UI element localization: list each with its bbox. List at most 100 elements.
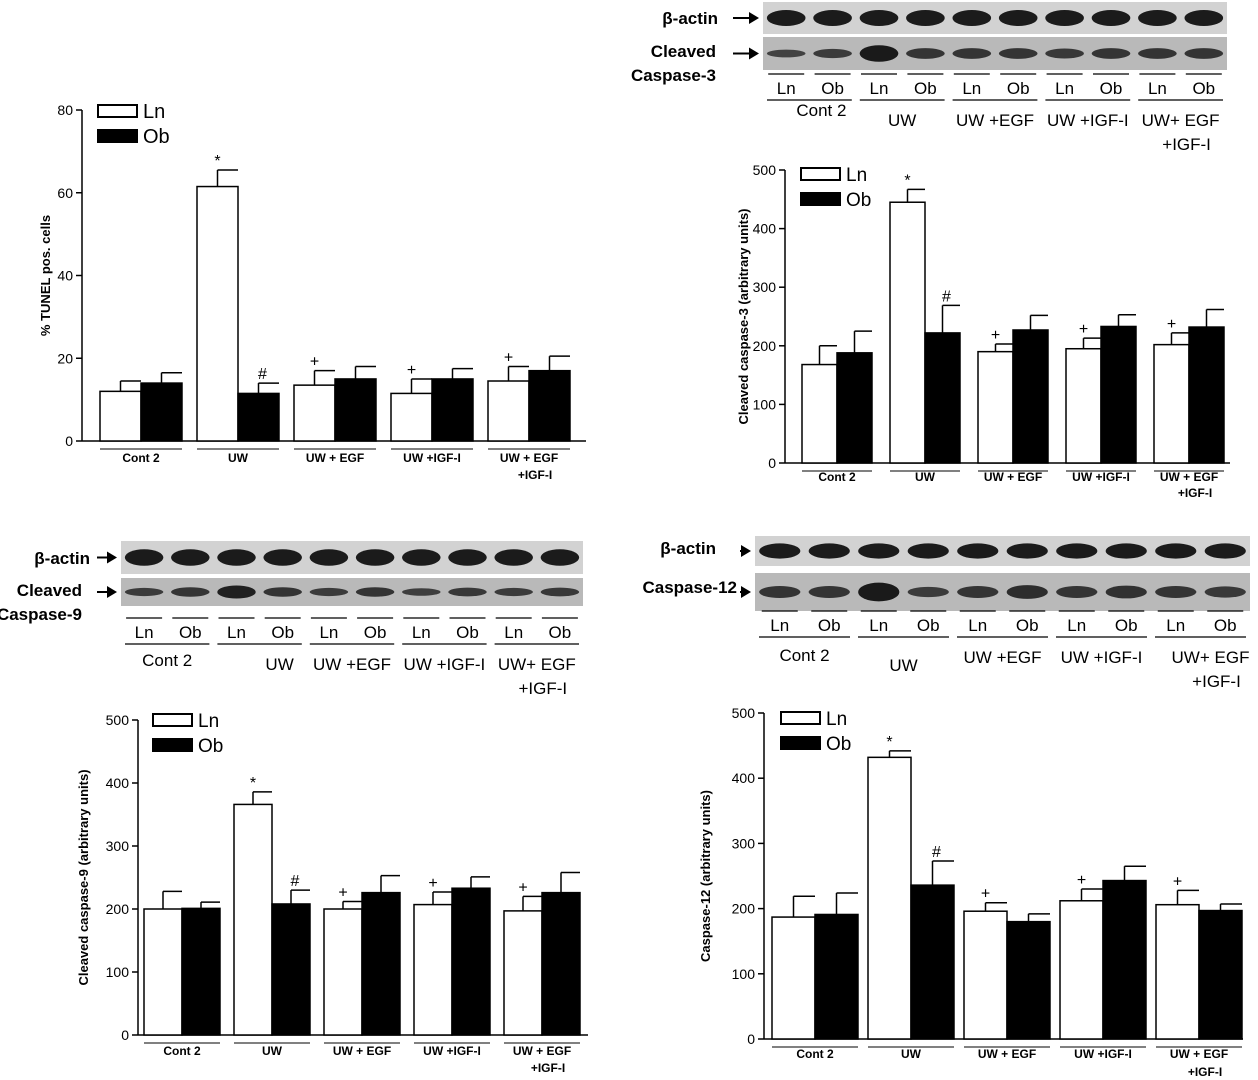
category-label: UW +IGF-I [1074, 1047, 1132, 1061]
y-tick-label: 100 [106, 964, 130, 980]
blot-band [402, 588, 441, 596]
arrow-head [741, 545, 751, 557]
blot-band [171, 587, 210, 597]
legend-label-ln: Ln [846, 165, 867, 186]
blot-band [1045, 48, 1084, 59]
blot-label: Caspase-9 [0, 605, 82, 624]
legend-label-ob: Ob [143, 126, 170, 148]
significance-mark: + [981, 886, 990, 903]
bar-ln [1065, 347, 1102, 464]
legend-swatch-ob [780, 736, 821, 750]
blot-band [1105, 543, 1147, 559]
bar-ln [977, 350, 1014, 464]
blot-band [355, 549, 395, 566]
blot-band [1091, 9, 1131, 27]
blot-band [998, 48, 1038, 59]
blot-band [171, 549, 210, 566]
y-tick-label: 200 [753, 338, 777, 354]
significance-mark: + [504, 350, 513, 367]
bar-ob [1102, 879, 1147, 1040]
blot-band [309, 549, 349, 566]
category-label: UW [901, 1047, 922, 1061]
y-tick-label: 20 [57, 350, 73, 366]
bar-ob [910, 884, 955, 1040]
arrow-head [749, 12, 759, 24]
y-axis-label: Cleaved caspase-9 (arbitrary units) [76, 769, 91, 985]
blot-band [1138, 9, 1177, 27]
legend-label-ob: Ob [826, 734, 851, 755]
blot-group-label: +IGF-I [1162, 135, 1211, 154]
y-tick-label: 300 [106, 838, 130, 854]
lane-label: Ln [1148, 79, 1167, 98]
blot-band [759, 585, 801, 599]
lane-label: Ln [962, 79, 981, 98]
legend-swatch-ob [152, 738, 193, 752]
lane-label: Ln [1055, 79, 1074, 98]
blot-band [1138, 48, 1177, 59]
category-label: UW + EGF [1160, 470, 1218, 484]
significance-mark: + [1077, 872, 1086, 889]
blot-group-label: Cont 2 [796, 101, 846, 120]
blot-caspase3: β-actin Cleaved Caspase-3 Ln Ob Ln Ob Ln Ob Ln Ob L… [631, 2, 1227, 154]
lane-label: Ob [271, 623, 294, 642]
blot-band [907, 543, 949, 559]
blot-label: Caspase-12 [642, 578, 737, 597]
bar-ln [503, 910, 543, 1036]
lane-label: Ln [1067, 616, 1086, 635]
blot-band [217, 585, 256, 599]
blot-group-label: UW+ EGF [498, 655, 576, 674]
category-label: UW +IGF-I [403, 451, 461, 465]
blot-band [402, 549, 441, 566]
chart-caspase12: 0 100 200 300 400 500 Caspase-12 (arbitrary un… [698, 705, 1243, 1079]
y-tick-label: 300 [753, 279, 777, 295]
category-label: UW [228, 451, 249, 465]
blot-band [859, 9, 899, 27]
significance-mark: * [250, 775, 256, 792]
lane-label: Ob [917, 616, 940, 635]
blot-band [1056, 543, 1098, 559]
significance-mark: # [258, 366, 267, 383]
bar-ob [924, 332, 961, 464]
bar-ob [541, 891, 581, 1036]
significance-mark: + [518, 879, 527, 896]
lane-label: Ob [1214, 616, 1237, 635]
y-tick-label: 80 [57, 102, 73, 118]
lane-label: Ln [319, 623, 338, 642]
bar-ln [867, 756, 912, 1040]
blot-band [1006, 585, 1048, 599]
chart-caspase3: 0 100 200 300 400 500 Cleaved caspase-3 (arbit… [736, 162, 1230, 500]
blot-group-label: Cont 2 [142, 651, 192, 670]
y-tick-label: 400 [753, 221, 777, 237]
blot-band [998, 9, 1038, 27]
category-label: Cont 2 [122, 451, 160, 465]
category-label: UW +IGF-I [1072, 470, 1130, 484]
category-label: +IGF-I [518, 468, 552, 482]
lane-label: Ob [179, 623, 202, 642]
bar-ln [323, 908, 363, 1036]
bar-ln [771, 916, 816, 1040]
bar-ln [233, 803, 273, 1036]
significance-mark: + [1167, 316, 1176, 333]
category-label: +IGF-I [1178, 486, 1212, 500]
category-label: UW +IGF-I [423, 1044, 481, 1058]
significance-mark: + [407, 362, 416, 379]
category-label: UW + EGF [500, 451, 558, 465]
arrow-head [741, 586, 751, 598]
category-label: Cont 2 [796, 1047, 834, 1061]
y-tick-label: 500 [106, 712, 130, 728]
y-tick-label: 100 [753, 396, 777, 412]
blot-band [448, 587, 487, 597]
lane-label: Ln [869, 616, 888, 635]
blot-label: Caspase-3 [631, 66, 716, 85]
bar-ob [431, 378, 474, 442]
legend-swatch-ob [97, 129, 138, 143]
bar-ln [196, 185, 239, 442]
blot-group-label: UW [889, 656, 917, 675]
blot-band [906, 48, 945, 59]
blot-band [766, 49, 806, 58]
blot-label: β-actin [34, 549, 90, 568]
blot-group-label: UW +IGF-I [1047, 111, 1129, 130]
lane-label: Ln [1166, 616, 1185, 635]
blot-group-label: UW [265, 655, 293, 674]
